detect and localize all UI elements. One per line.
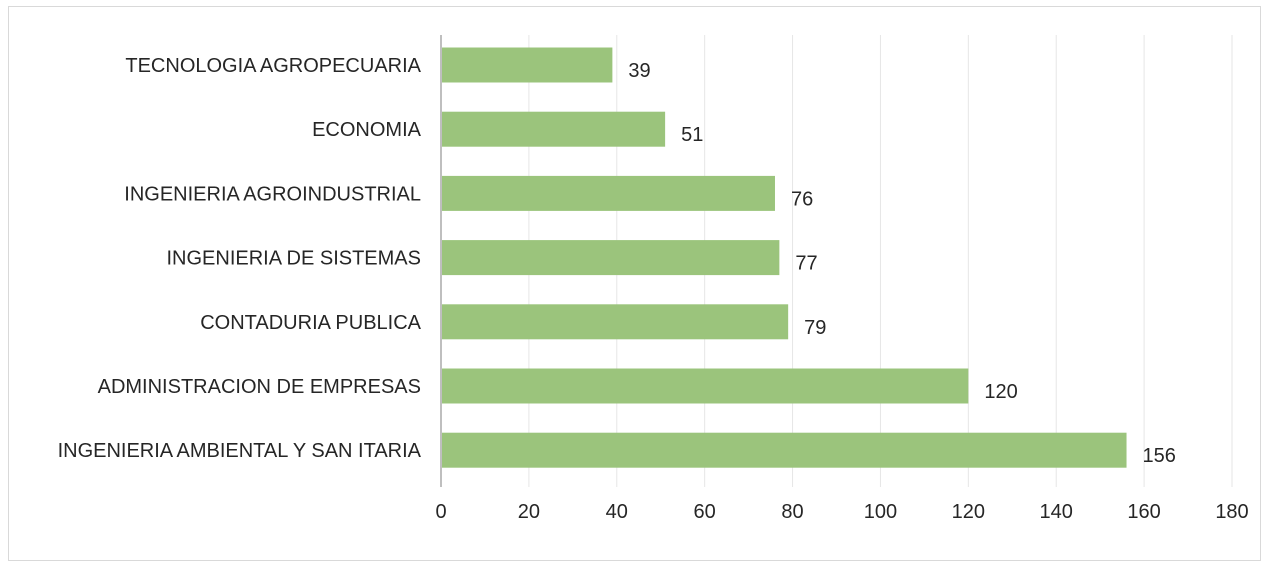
x-tick-label: 100 [864, 501, 897, 523]
gridlines [528, 35, 1233, 487]
x-tick-label: 40 [606, 501, 628, 523]
bar [442, 111, 666, 147]
data-labels: 39 51 76 77 79 120 156 [628, 60, 1176, 467]
category-label: INGENIERIA AMBIENTAL Y SAN ITARIA [58, 440, 422, 462]
x-axis-ticks: 0 20 40 60 80 100 120 140 160 180 [435, 501, 1248, 523]
x-tick-label: 160 [1127, 501, 1160, 523]
data-label: 77 [795, 253, 817, 275]
x-tick-label: 120 [952, 501, 985, 523]
bars [442, 47, 1127, 468]
chart-area [8, 6, 1261, 561]
bar [442, 47, 613, 83]
data-label: 76 [791, 188, 813, 210]
x-tick-label: 180 [1215, 501, 1248, 523]
bar [442, 240, 780, 276]
x-tick-label: 60 [694, 501, 716, 523]
data-label: 120 [984, 381, 1017, 403]
category-label: ECONOMIA [312, 119, 422, 141]
data-label: 156 [1143, 445, 1176, 467]
bar [442, 175, 775, 211]
bar [442, 368, 969, 404]
x-tick-label: 20 [518, 501, 540, 523]
data-label: 79 [804, 317, 826, 339]
bar [442, 304, 789, 340]
category-label: ADMINISTRACION DE EMPRESAS [98, 376, 421, 398]
data-label: 39 [628, 60, 650, 82]
bar [442, 432, 1127, 468]
x-tick-label: 80 [781, 501, 803, 523]
x-tick-label: 0 [435, 501, 446, 523]
data-label: 51 [681, 124, 703, 146]
category-label: INGENIERIA DE SISTEMAS [166, 248, 421, 270]
category-label: CONTADURIA PUBLICA [200, 312, 421, 334]
category-label: TECNOLOGIA AGROPECUARIA [125, 55, 421, 77]
x-tick-label: 140 [1040, 501, 1073, 523]
category-label: INGENIERIA AGROINDUSTRIAL [124, 183, 421, 205]
category-labels: TECNOLOGIA AGROPECUARIA ECONOMIA INGENIERI… [58, 55, 422, 462]
